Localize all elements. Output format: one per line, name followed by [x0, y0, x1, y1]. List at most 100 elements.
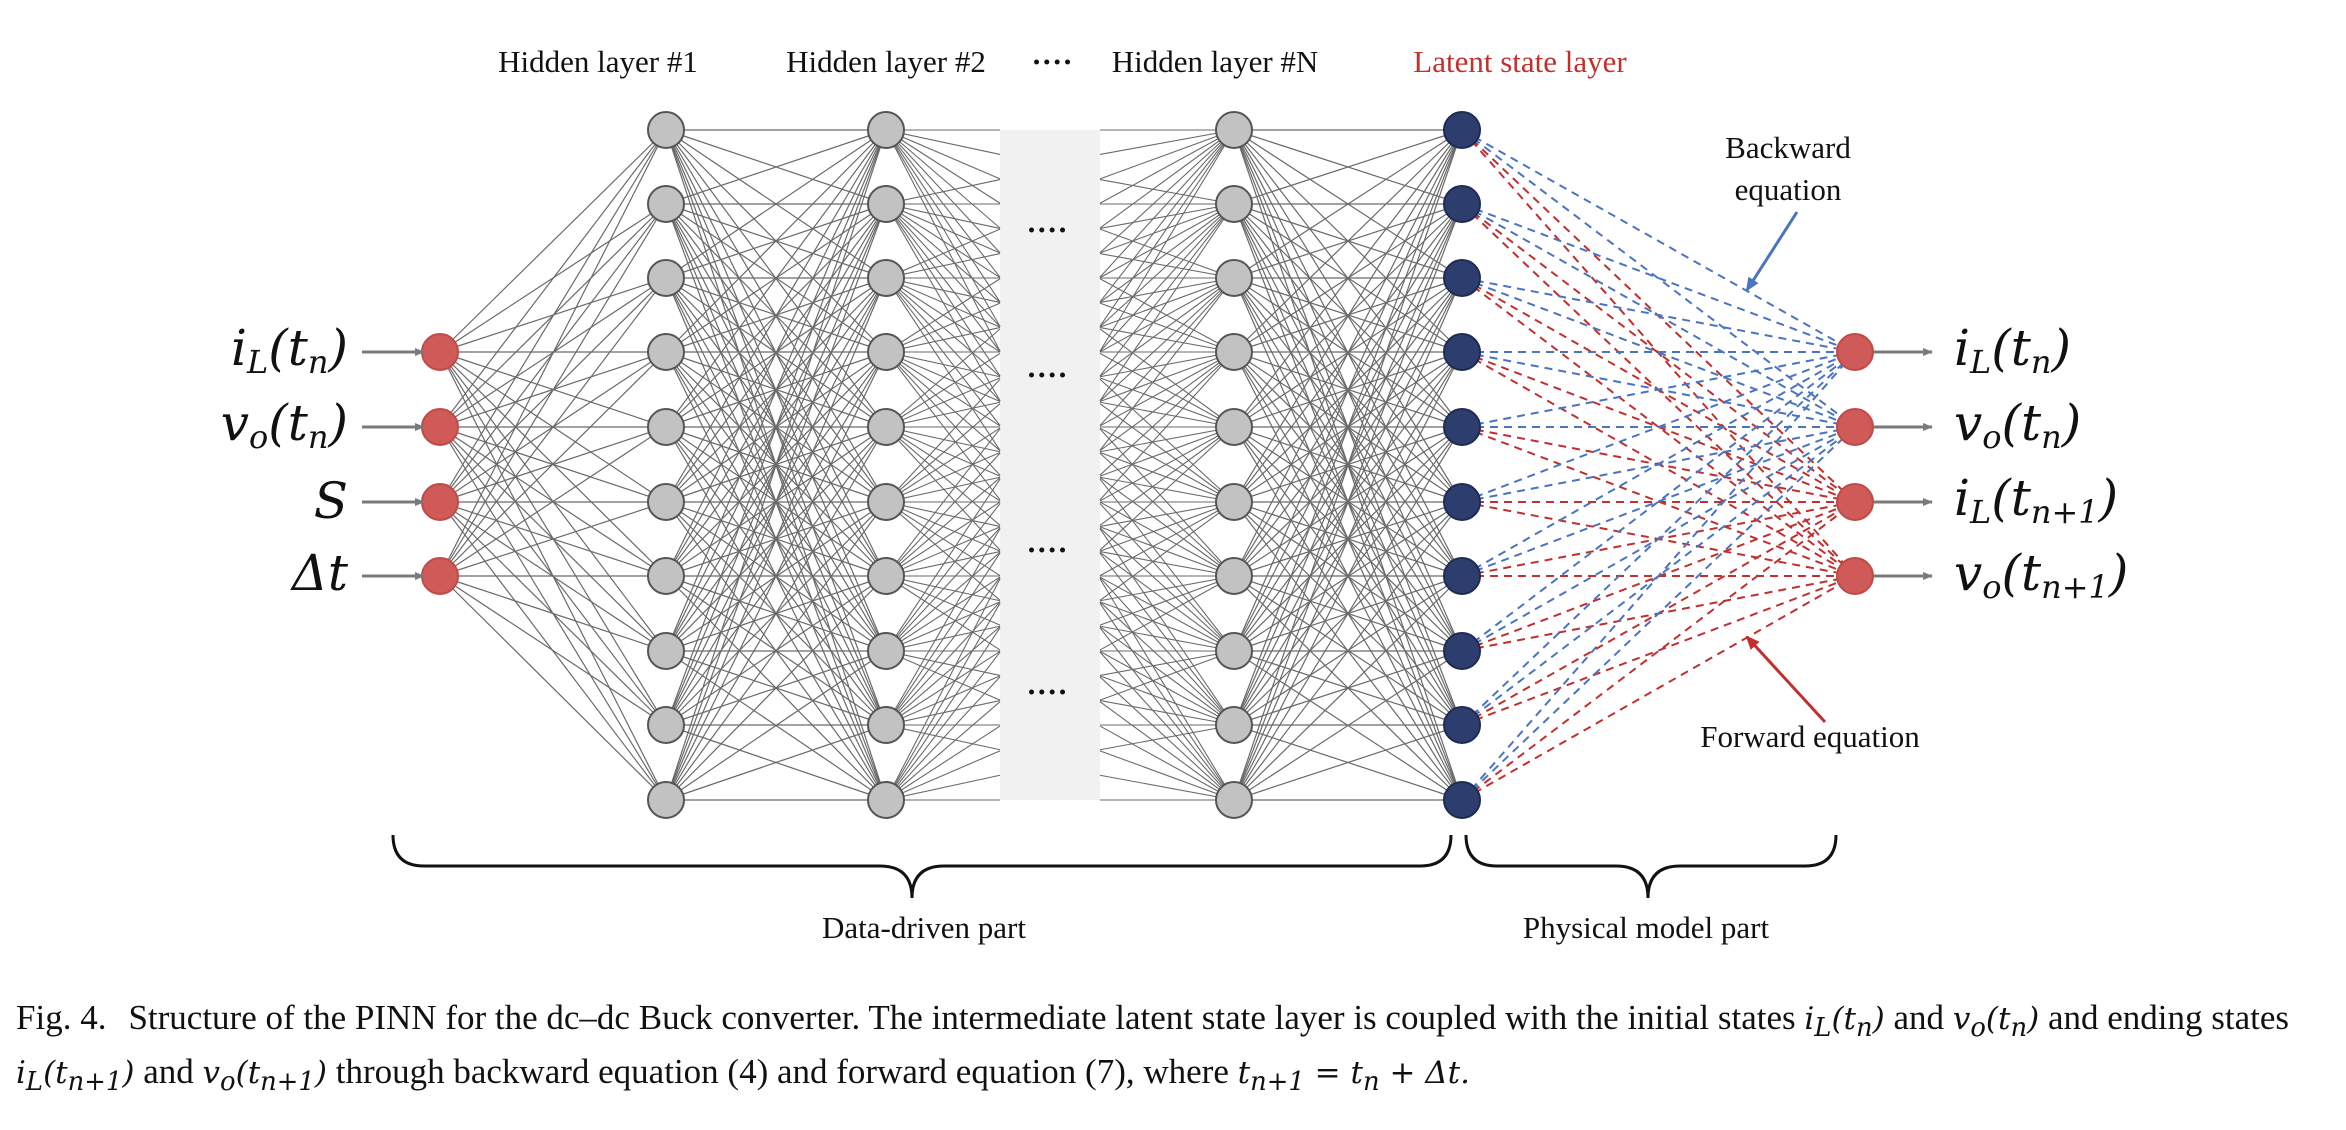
input-node	[421, 408, 459, 446]
network-edge	[1233, 129, 1463, 726]
network-edge	[885, 351, 1001, 403]
physics-edge	[1461, 129, 1856, 353]
network-edge	[885, 725, 1001, 801]
network-edge	[1233, 203, 1463, 801]
network-edge	[1099, 750, 1235, 801]
network-edge	[885, 351, 1001, 378]
network-edge	[1099, 650, 1235, 676]
data-driven-part-label: Data-driven part	[822, 910, 1026, 945]
network-edge	[885, 477, 1001, 577]
network-edge	[1099, 351, 1235, 403]
network-edge	[1099, 129, 1235, 180]
network-edge	[885, 351, 1001, 452]
network-edge	[439, 129, 667, 428]
network-edge	[1099, 576, 1235, 652]
network-edge	[885, 426, 1001, 502]
network-edge	[885, 403, 1001, 503]
network-edge	[885, 601, 1001, 726]
network-edge	[439, 575, 667, 652]
network-edge	[665, 724, 887, 801]
network-edge	[665, 129, 887, 205]
network-edge	[1099, 501, 1235, 527]
network-edge	[1233, 351, 1463, 801]
network-edge	[885, 129, 1001, 229]
latent-node	[1443, 632, 1481, 670]
input-node	[421, 333, 459, 371]
header-dots: ····	[1031, 44, 1072, 79]
caption-math-vo-tn1: vo(tn+1)	[202, 1055, 327, 1098]
network-edge	[885, 352, 1001, 428]
network-edge	[1099, 575, 1235, 626]
network-edge	[1099, 501, 1235, 601]
network-edge	[885, 129, 1001, 204]
latent-node	[1443, 185, 1481, 223]
network-edge	[885, 700, 1001, 726]
physics-edge	[1461, 575, 1856, 726]
network-edge	[885, 401, 1001, 428]
network-edge	[885, 627, 1001, 801]
network-edge	[1099, 701, 1235, 801]
backward-equation-label-line2: equation	[1735, 172, 1842, 207]
network-edge	[885, 351, 1001, 427]
hidden-2-node	[867, 483, 905, 521]
network-edge	[885, 278, 1001, 353]
network-edge	[885, 552, 1001, 726]
network-edge	[665, 277, 887, 801]
network-edge	[885, 577, 1001, 726]
network-edge	[885, 203, 1001, 254]
network-edge	[1099, 625, 1235, 652]
network-edge	[885, 451, 1001, 503]
network-edge	[1099, 724, 1235, 751]
network-edge	[1099, 427, 1235, 503]
network-edge	[1099, 551, 1235, 577]
network-edge	[1099, 401, 1235, 428]
output-node	[1836, 333, 1874, 371]
network-edge	[885, 328, 1001, 428]
hidden-2-node	[867, 259, 905, 297]
network-edge	[885, 578, 1001, 801]
network-edge	[885, 675, 1001, 726]
network-edge	[665, 351, 887, 801]
network-edge	[439, 575, 667, 726]
network-edge	[665, 129, 887, 503]
network-edge	[1099, 277, 1235, 426]
network-edge	[665, 650, 887, 801]
hidden-n-node	[1215, 111, 1253, 149]
input-label-il-tn: iL(tn)	[231, 319, 348, 381]
physics-edge	[1461, 426, 1856, 801]
network-edge	[665, 203, 887, 801]
network-edge	[885, 527, 1001, 652]
hidden-n-node	[1215, 259, 1253, 297]
output-label-vo-tn1: vo(tn+1)	[1954, 544, 2128, 606]
network-edge	[1099, 129, 1235, 327]
hidden-1-node	[647, 111, 685, 149]
network-edge	[1099, 575, 1235, 651]
network-edge	[1099, 527, 1235, 652]
hidden-2-node	[867, 706, 905, 744]
network-edge	[885, 426, 1001, 453]
network-edge	[1099, 351, 1235, 427]
header-hidden-layer-n: Hidden layer #N	[1112, 44, 1319, 79]
hidden-1-node	[647, 483, 685, 521]
latent-node	[1443, 111, 1481, 149]
network-edge	[885, 129, 1001, 155]
network-edge	[439, 575, 667, 801]
network-edge	[885, 203, 1001, 229]
network-edge	[1099, 352, 1235, 428]
network-edge	[1099, 129, 1235, 352]
input-node	[421, 483, 459, 521]
output-node	[1836, 408, 1874, 446]
network-edge	[1099, 328, 1235, 428]
caption-math-il-tn1: iL(tn+1)	[16, 1055, 135, 1098]
network-edges	[439, 129, 1463, 801]
hidden-1-node	[647, 706, 685, 744]
network-edge	[1099, 203, 1235, 377]
network-edge	[1099, 650, 1235, 701]
physics-edge	[1461, 426, 1856, 726]
hidden-2-node	[867, 632, 905, 670]
hidden-n-node	[1215, 632, 1253, 670]
network-edge	[1099, 203, 1235, 303]
physics-edge	[1461, 203, 1856, 353]
network-edge	[1099, 129, 1235, 229]
network-edge	[885, 603, 1001, 801]
